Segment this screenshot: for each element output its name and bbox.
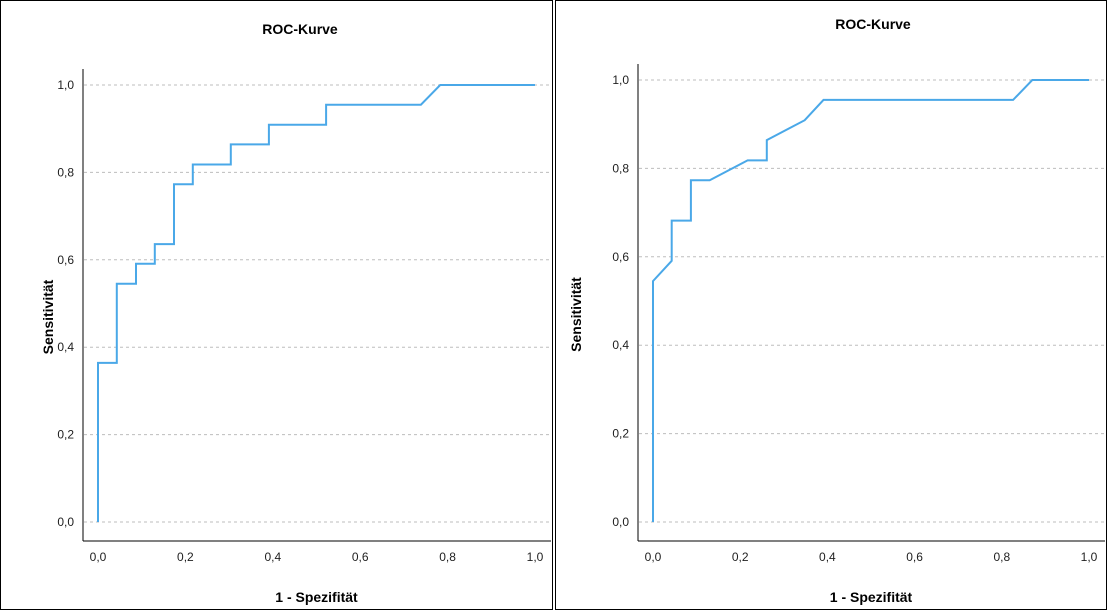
x-tick-label: 1,0 (1081, 550, 1098, 564)
x-tick-label: 0,6 (352, 550, 369, 564)
x-tick-label: 0,8 (439, 550, 456, 564)
x-tick-label: 0,8 (993, 550, 1010, 564)
roc-chart-right: 0,0 0,2 0,4 0,6 0,8 1,0 0,0 0,2 0,4 0,6 0,8 1,0 ROC-… (555, 0, 1107, 610)
x-tick-label: 0,2 (177, 550, 194, 564)
y-axis-title: Sensitivität (40, 279, 56, 354)
y-tick-label: 1,0 (57, 78, 74, 92)
y-tick-label: 0,0 (612, 515, 629, 529)
y-tick-label: 1,0 (612, 73, 629, 87)
x-tick-label: 0,0 (90, 550, 107, 564)
x-axis-title: 1 - Spezifität (830, 589, 913, 605)
y-tick-label: 0,6 (612, 250, 629, 264)
x-tick-label: 0,2 (732, 550, 749, 564)
roc-plot-left: 0,0 0,2 0,4 0,6 0,8 1,0 0,0 0,2 0,4 0,6 0,8 1,0 ROC-… (1, 1, 553, 610)
y-tick-label: 0,8 (57, 165, 74, 179)
y-tick-label: 0,4 (57, 340, 74, 354)
x-tick-label: 0,0 (645, 550, 662, 564)
x-tick-label: 1,0 (527, 550, 544, 564)
x-tick-label: 0,4 (264, 550, 281, 564)
y-axis-title: Sensitivität (568, 277, 584, 352)
roc-curve-line (98, 85, 535, 522)
roc-plot-right: 0,0 0,2 0,4 0,6 0,8 1,0 0,0 0,2 0,4 0,6 0,8 1,0 ROC-… (556, 1, 1107, 610)
roc-curve-line (653, 80, 1089, 522)
x-axis-title: 1 - Spezifität (275, 589, 358, 605)
y-tick-label: 0,2 (57, 428, 74, 442)
chart-title: ROC-Kurve (262, 21, 338, 37)
y-tick-label: 0,6 (57, 253, 74, 267)
y-tick-label: 0,8 (612, 161, 629, 175)
y-tick-label: 0,0 (57, 515, 74, 529)
y-tick-label: 0,4 (612, 338, 629, 352)
x-tick-label: 0,6 (906, 550, 923, 564)
chart-title: ROC-Kurve (835, 16, 911, 32)
y-tick-label: 0,2 (612, 427, 629, 441)
x-tick-label: 0,4 (819, 550, 836, 564)
roc-chart-left: 0,0 0,2 0,4 0,6 0,8 1,0 0,0 0,2 0,4 0,6 0,8 1,0 ROC-… (0, 0, 553, 610)
